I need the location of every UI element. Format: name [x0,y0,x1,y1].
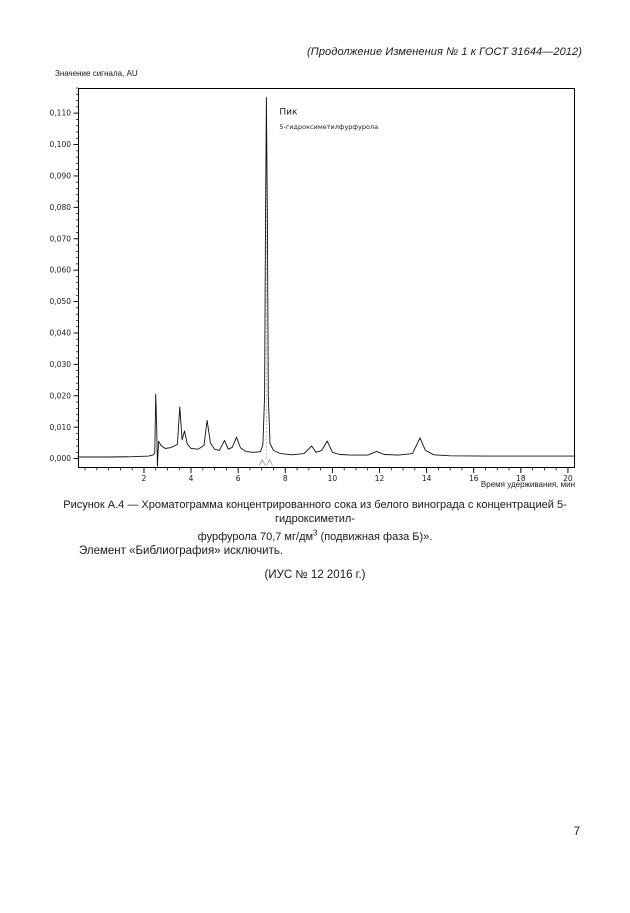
page-header-note: (Продолжение Изменения № 1 к ГОСТ 31644—… [307,46,582,58]
figure-caption: Рисунок А.4 — Хроматограмма концентриров… [45,499,585,544]
svg-text:0,090: 0,090 [50,172,72,181]
svg-text:0,010: 0,010 [50,423,72,432]
body-paragraph: Элемент «Библиография» исключить. [79,545,284,557]
signal-trace [77,96,576,467]
svg-text:0,070: 0,070 [50,234,72,243]
svg-text:0,050: 0,050 [50,297,72,306]
x-axis-ticks: 2 4 6 8 10 12 14 16 18 20 [84,468,573,483]
svg-text:Пик: Пик [279,108,298,118]
svg-text:12: 12 [375,474,385,483]
chromatogram-chart: 0,000 0,010 0,020 0,030 0,040 0,050 0,060 0,070… [50,87,576,483]
svg-text:16: 16 [469,474,479,483]
svg-text:0,080: 0,080 [50,203,72,212]
x-axis-title: Время удерживания, мин [480,480,575,489]
svg-text:0,000: 0,000 [50,454,72,463]
svg-text:0,110: 0,110 [50,109,72,118]
peak-annotation: Пик 5-гидроксиметилфурфурола [279,108,378,131]
svg-text:6: 6 [236,474,241,483]
svg-text:20: 20 [563,474,573,483]
svg-text:5-гидроксиметилфурфурола: 5-гидроксиметилфурфурола [279,123,378,131]
figure-caption-line1: Рисунок А.4 — Хроматограмма концентриров… [63,499,567,525]
svg-text:0,060: 0,060 [50,266,72,275]
svg-text:0,030: 0,030 [50,360,72,369]
svg-text:8: 8 [283,474,288,483]
caption-superscript: 3 [313,528,318,537]
svg-text:18: 18 [516,474,526,483]
svg-text:14: 14 [422,474,432,483]
svg-text:0,020: 0,020 [50,391,72,400]
integration-mark [266,458,273,466]
svg-text:10: 10 [328,474,338,483]
svg-text:0,040: 0,040 [50,329,72,338]
svg-text:2: 2 [142,474,147,483]
plot-frame [78,88,575,468]
y-axis-title: Значение сигнала, AU [55,69,138,78]
figure-caption-line2: фурфурола 70,7 мг/дм3 (подвижная фаза Б)… [197,528,433,543]
integration-mark [258,458,266,466]
page-number: 7 [573,826,580,838]
peak-retention-marker [258,106,273,466]
y-axis-ticks: 0,000 0,010 0,020 0,030 0,040 0,050 0,060 0,070… [50,87,78,463]
svg-text:4: 4 [189,474,194,483]
ius-note: (ИУС № 12 2016 г.) [264,569,366,581]
svg-text:0,100: 0,100 [50,140,72,149]
